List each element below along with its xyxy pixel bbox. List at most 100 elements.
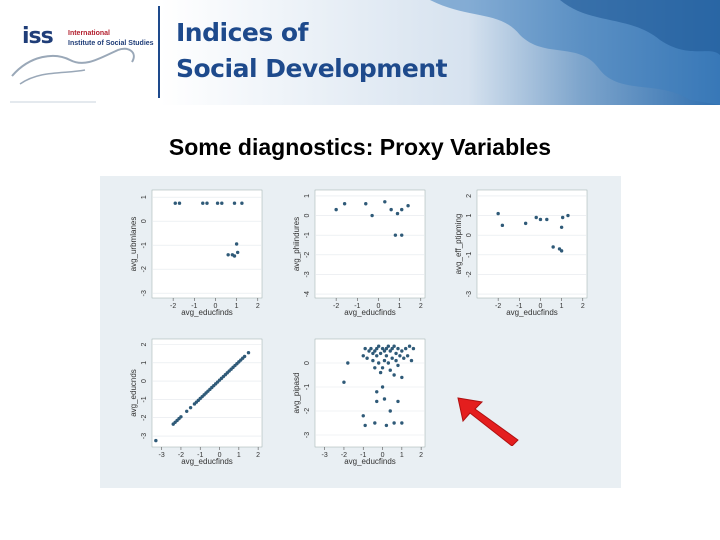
data-point (242, 354, 247, 359)
data-point (559, 225, 564, 230)
x-tick-label: -2 (495, 303, 501, 310)
data-point (375, 354, 379, 358)
plot-region (476, 189, 588, 299)
data-point (496, 211, 500, 216)
data-point (500, 223, 505, 228)
data-point (392, 344, 396, 348)
institute-name-line1: International (68, 30, 111, 37)
data-point (375, 346, 379, 351)
y-tick-label: -2 (141, 266, 148, 272)
y-tick-label: 2 (466, 194, 473, 198)
data-point (188, 405, 193, 410)
data-point (388, 349, 392, 353)
y-tick-label: -1 (304, 232, 311, 238)
y-tick-label: 1 (304, 194, 311, 198)
y-tick-label: -3 (141, 290, 148, 296)
x-tick-label: 0 (214, 303, 218, 310)
x-tick-label: -1 (354, 303, 360, 310)
data-point (523, 221, 528, 226)
y-tick-label: 1 (141, 361, 148, 365)
data-point (363, 423, 367, 428)
data-point (398, 354, 402, 358)
data-point (400, 375, 404, 380)
data-point (407, 344, 412, 348)
y-tick-label: 1 (141, 195, 148, 199)
data-point (390, 346, 394, 351)
x-tick-label: 2 (419, 452, 423, 459)
x-tick-label: -1 (516, 303, 522, 310)
plot-region (314, 189, 426, 299)
x-axis-label: avg_educfinds (506, 308, 558, 317)
y-tick-label: -3 (304, 271, 311, 277)
data-point (386, 361, 391, 365)
data-point (376, 344, 381, 348)
data-point (384, 354, 389, 358)
data-point (400, 349, 404, 353)
data-point (371, 351, 375, 356)
data-point (378, 351, 383, 356)
data-point (346, 361, 350, 365)
y-tick-label: 0 (304, 361, 311, 365)
x-tick-label: 0 (539, 303, 543, 310)
data-point (400, 207, 404, 212)
data-point (154, 438, 158, 443)
x-tick-label: -2 (178, 452, 184, 459)
data-point (409, 358, 414, 363)
data-point (534, 215, 538, 220)
data-point (411, 346, 416, 351)
data-point (400, 421, 404, 425)
scatter-matrix-svg: -3 -2 -1 0 1 -2 -1 0 1 2 avg_educfinds avg_urbmlane… (129, 189, 588, 466)
data-point (342, 202, 347, 206)
data-point (373, 421, 377, 425)
x-axis-label: avg_educfinds (181, 457, 233, 466)
data-point (365, 356, 369, 360)
data-point (235, 250, 240, 255)
data-point (380, 385, 385, 389)
data-point (201, 201, 205, 205)
data-point (363, 346, 367, 351)
data-point (382, 397, 387, 401)
data-point (405, 354, 410, 358)
data-point (384, 346, 389, 351)
data-point (205, 201, 209, 205)
data-point (388, 409, 392, 413)
y-tick-label: -1 (141, 396, 148, 402)
x-tick-label: 1 (235, 303, 239, 310)
data-point (361, 414, 365, 418)
scatter-panel-1: -3 -2 -1 0 1 -2 -1 0 1 2 avg_educfinds avg_urbmlane… (129, 189, 263, 317)
data-point (246, 351, 251, 355)
data-point (396, 346, 400, 351)
header-banner: iss International Institute of Social St… (0, 0, 720, 105)
slide-title: Some diagnostics: Proxy Variables (168, 134, 552, 160)
banner-title-line2: Social Development (176, 54, 448, 83)
data-point (396, 363, 400, 368)
x-tick-label: 0 (377, 303, 381, 310)
data-point (215, 201, 220, 205)
y-tick-label: -2 (304, 408, 311, 414)
data-point (404, 346, 408, 351)
data-point (390, 356, 394, 360)
data-point (177, 201, 182, 205)
x-tick-label: -2 (333, 303, 339, 310)
y-axis-label: avg_phiindures (292, 217, 301, 271)
x-tick-label: 2 (256, 303, 260, 310)
y-tick-label: -2 (141, 414, 148, 420)
data-point (240, 201, 244, 205)
data-point (393, 233, 398, 237)
x-tick-label: -1 (197, 452, 203, 459)
y-axis-label: avg_eff_ptipming (454, 214, 463, 275)
data-point (380, 346, 385, 351)
data-point (396, 399, 400, 404)
data-point (371, 358, 375, 363)
x-axis-label: avg_educfinds (181, 308, 233, 317)
iss-logo: iss (22, 24, 54, 49)
y-tick-label: -3 (141, 433, 148, 439)
data-point (232, 254, 237, 258)
data-point (382, 349, 387, 353)
data-point (394, 358, 398, 363)
x-tick-label: 2 (256, 452, 260, 459)
data-point (234, 242, 239, 246)
scatter-panel-5: -3 -2 -1 0 -3 -2 -1 0 1 2 avg_educfinds avg_pipasd (292, 338, 426, 466)
y-tick-label: -2 (466, 271, 473, 277)
data-point (232, 201, 237, 205)
